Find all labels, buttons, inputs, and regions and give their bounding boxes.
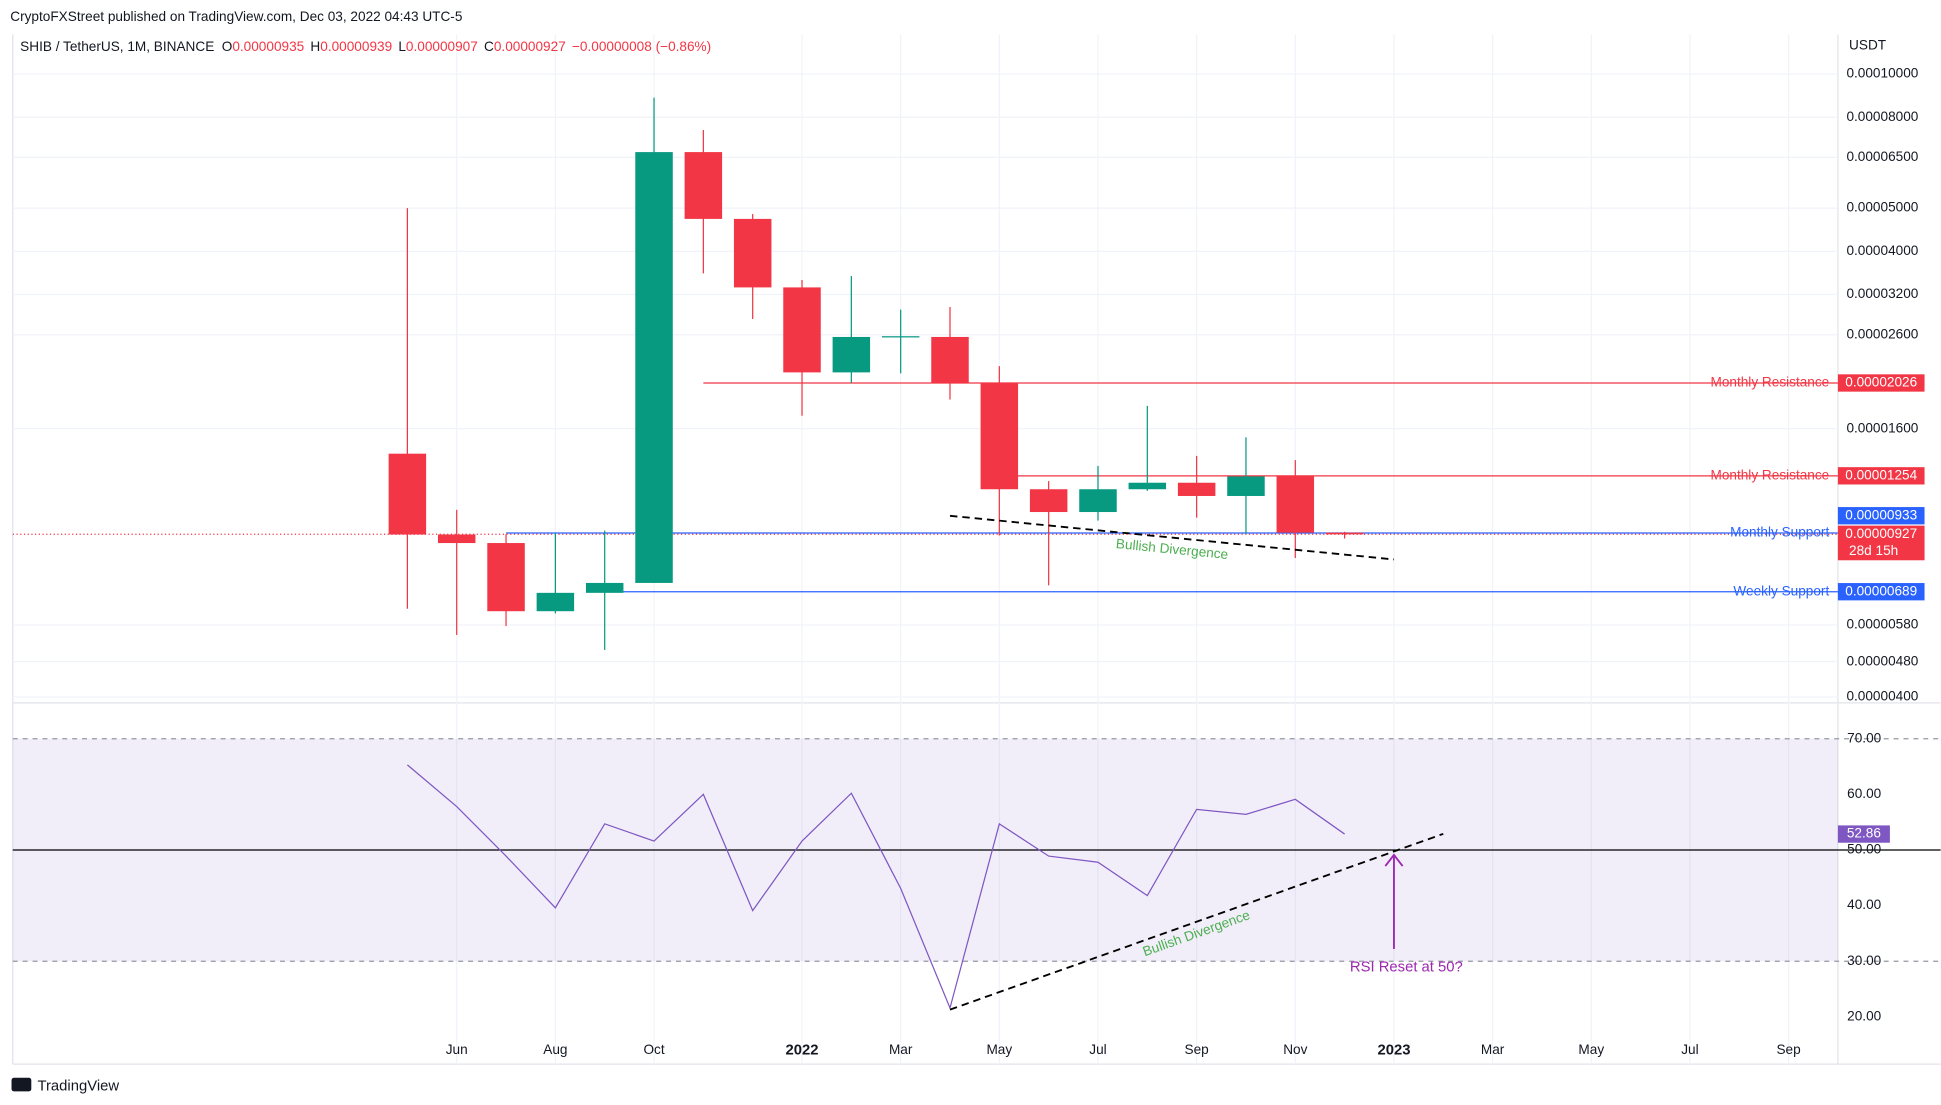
x-tick-label: Jul bbox=[1681, 1042, 1698, 1057]
x-tick-label: May bbox=[986, 1042, 1012, 1057]
annotation-label: RSI Reset at 50? bbox=[1350, 959, 1463, 975]
y-tick-label: 0.00003200 bbox=[1846, 286, 1918, 301]
ohlc-value: 0.00000935 bbox=[232, 39, 304, 54]
ohlc-key: C bbox=[484, 39, 494, 54]
candle-body bbox=[487, 543, 525, 612]
y-tick-label: 0.00001600 bbox=[1846, 420, 1918, 435]
level-tag bbox=[1837, 507, 1925, 525]
last-price-label: 0.00000927 bbox=[1845, 526, 1917, 541]
arrow-head bbox=[1384, 853, 1404, 867]
rsi-tick-label: 40.00 bbox=[1847, 897, 1881, 912]
level-tag-label: 0.00002026 bbox=[1845, 375, 1917, 390]
x-tick-label: Aug bbox=[543, 1042, 567, 1057]
rsi-last-label: 52.86 bbox=[1847, 826, 1881, 841]
level-tag bbox=[1837, 374, 1925, 392]
level-tag-label: 0.00001254 bbox=[1845, 467, 1917, 482]
ohlc-key: H bbox=[310, 39, 320, 54]
rsi-last-tag bbox=[1837, 825, 1890, 843]
grid bbox=[12, 34, 1941, 1065]
candle-body bbox=[1128, 482, 1167, 490]
candle-body bbox=[980, 382, 1019, 490]
candle-body bbox=[1227, 476, 1265, 496]
level-name: Monthly Support bbox=[1730, 525, 1829, 540]
candle-body bbox=[437, 534, 476, 544]
candle-body bbox=[585, 582, 624, 593]
ohlc-value: 0.00000939 bbox=[320, 39, 392, 54]
trend-line bbox=[949, 514, 1395, 561]
level-tag bbox=[1837, 467, 1925, 485]
change: −0.00000008 (−0.86%) bbox=[572, 39, 711, 54]
level-tag-label: 0.00000933 bbox=[1845, 507, 1917, 522]
axis-unit: USDT bbox=[1849, 37, 1886, 52]
y-tick-label: 0.00010000 bbox=[1846, 66, 1918, 81]
candle-body bbox=[931, 336, 969, 383]
x-tick-label: 2023 bbox=[1377, 1042, 1410, 1058]
rsi-tick-label: 50.00 bbox=[1847, 842, 1881, 857]
x-tick-label: Mar bbox=[889, 1042, 913, 1057]
ohlc-value: 0.00000927 bbox=[494, 39, 566, 54]
ohlc-key: O bbox=[222, 39, 233, 54]
symbol: SHIB / TetherUS, 1M, BINANCE bbox=[20, 39, 214, 54]
x-tick-label: May bbox=[1578, 1042, 1604, 1057]
symbol-legend: SHIB / TetherUS, 1M, BINANCE O0.00000935 H… bbox=[20, 39, 711, 54]
rsi-tick-label: 20.00 bbox=[1847, 1008, 1881, 1023]
y-tick-label: 0.00000580 bbox=[1846, 617, 1918, 632]
x-tick-label: Nov bbox=[1283, 1042, 1307, 1057]
published-note: CryptoFXStreet published on TradingView.… bbox=[10, 9, 462, 24]
y-tick-label: 0.00000400 bbox=[1846, 689, 1918, 704]
x-tick-label: 2022 bbox=[786, 1042, 819, 1058]
ohlc-value: 0.00000907 bbox=[406, 39, 478, 54]
brand-logo bbox=[11, 1077, 32, 1092]
rsi-tick-label: 60.00 bbox=[1847, 786, 1881, 801]
x-tick-label: Oct bbox=[643, 1042, 664, 1057]
plot bbox=[12, 97, 1838, 1011]
y-tick-label: 0.00000480 bbox=[1846, 653, 1918, 668]
candle-body bbox=[832, 336, 871, 373]
x-tick-label: Jul bbox=[1089, 1042, 1106, 1057]
candle-body bbox=[1177, 482, 1216, 496]
y-tick-label: 0.00002600 bbox=[1846, 326, 1918, 341]
candle-body bbox=[684, 152, 723, 219]
candle-body bbox=[536, 592, 575, 612]
candle-body bbox=[635, 152, 673, 583]
candle-body bbox=[1325, 532, 1364, 535]
level-name: Monthly Resistance bbox=[1710, 467, 1829, 482]
x-tick-label: Jun bbox=[446, 1042, 468, 1057]
y-tick-label: 0.00004000 bbox=[1846, 243, 1918, 258]
level-name: Monthly Resistance bbox=[1710, 375, 1829, 390]
countdown: 28d 15h bbox=[1849, 543, 1898, 558]
y-tick-label: 0.00006500 bbox=[1846, 149, 1918, 164]
x-tick-label: Sep bbox=[1776, 1042, 1800, 1057]
rsi-tick-label: 30.00 bbox=[1847, 953, 1881, 968]
level-name: Weekly Support bbox=[1733, 583, 1829, 598]
level-tag bbox=[1837, 583, 1925, 601]
candle-body bbox=[783, 287, 821, 373]
candle-body bbox=[1276, 476, 1315, 533]
last-price-tag bbox=[1837, 525, 1925, 561]
candle-body bbox=[1079, 489, 1117, 513]
brand: TradingView bbox=[37, 1078, 119, 1094]
candle-body bbox=[1029, 489, 1068, 513]
x-tick-label: Mar bbox=[1481, 1042, 1505, 1057]
candle-body bbox=[881, 336, 920, 338]
trend-line bbox=[949, 832, 1444, 1011]
x-tick-label: Sep bbox=[1185, 1042, 1209, 1057]
rsi-line bbox=[406, 764, 1345, 1010]
ohlc-key: L bbox=[398, 39, 406, 54]
y-tick-label: 0.00008000 bbox=[1846, 109, 1918, 124]
y-tick-label: 0.00005000 bbox=[1846, 200, 1918, 215]
level-tag-label: 0.00000689 bbox=[1845, 583, 1917, 598]
candle-body bbox=[733, 218, 772, 288]
candle-body bbox=[388, 453, 427, 535]
rsi-tick-label: 70.00 bbox=[1847, 730, 1881, 745]
